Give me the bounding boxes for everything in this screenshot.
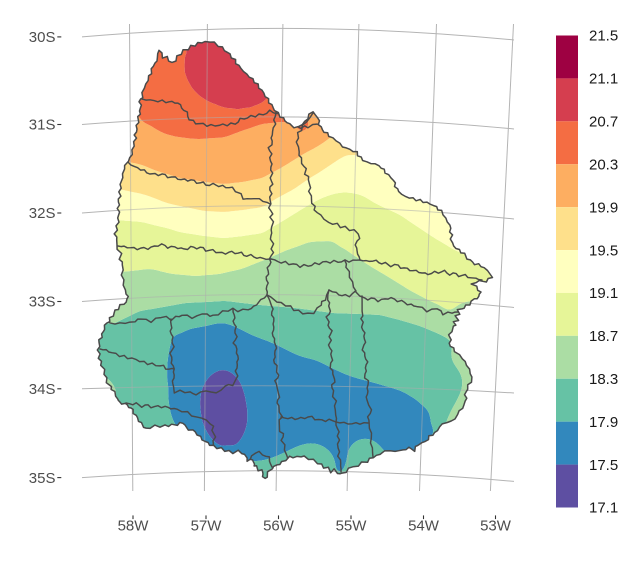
svg-text:18.7: 18.7	[589, 328, 618, 345]
svg-text:18.3: 18.3	[589, 371, 618, 388]
svg-text:35S: 35S	[29, 470, 56, 487]
svg-text:21.1: 21.1	[589, 71, 618, 88]
svg-text:20.3: 20.3	[589, 156, 618, 173]
svg-text:30S: 30S	[29, 29, 56, 46]
svg-text:55W: 55W	[336, 518, 368, 535]
svg-text:57W: 57W	[191, 518, 223, 535]
svg-text:17.1: 17.1	[589, 500, 618, 517]
svg-text:19.9: 19.9	[589, 199, 618, 216]
svg-text:33S: 33S	[29, 294, 56, 311]
svg-text:19.1: 19.1	[589, 285, 618, 302]
svg-text:21.5: 21.5	[589, 28, 618, 45]
svg-text:32S: 32S	[29, 205, 56, 222]
svg-text:53W: 53W	[480, 518, 512, 535]
svg-text:20.7: 20.7	[589, 114, 618, 131]
svg-text:56W: 56W	[263, 518, 295, 535]
svg-text:54W: 54W	[408, 518, 440, 535]
svg-text:17.5: 17.5	[589, 457, 618, 474]
svg-text:31S: 31S	[29, 117, 56, 134]
svg-text:17.9: 17.9	[589, 414, 618, 431]
svg-text:34S: 34S	[29, 381, 56, 398]
svg-text:58W: 58W	[118, 518, 150, 535]
svg-text:19.5: 19.5	[589, 242, 618, 259]
